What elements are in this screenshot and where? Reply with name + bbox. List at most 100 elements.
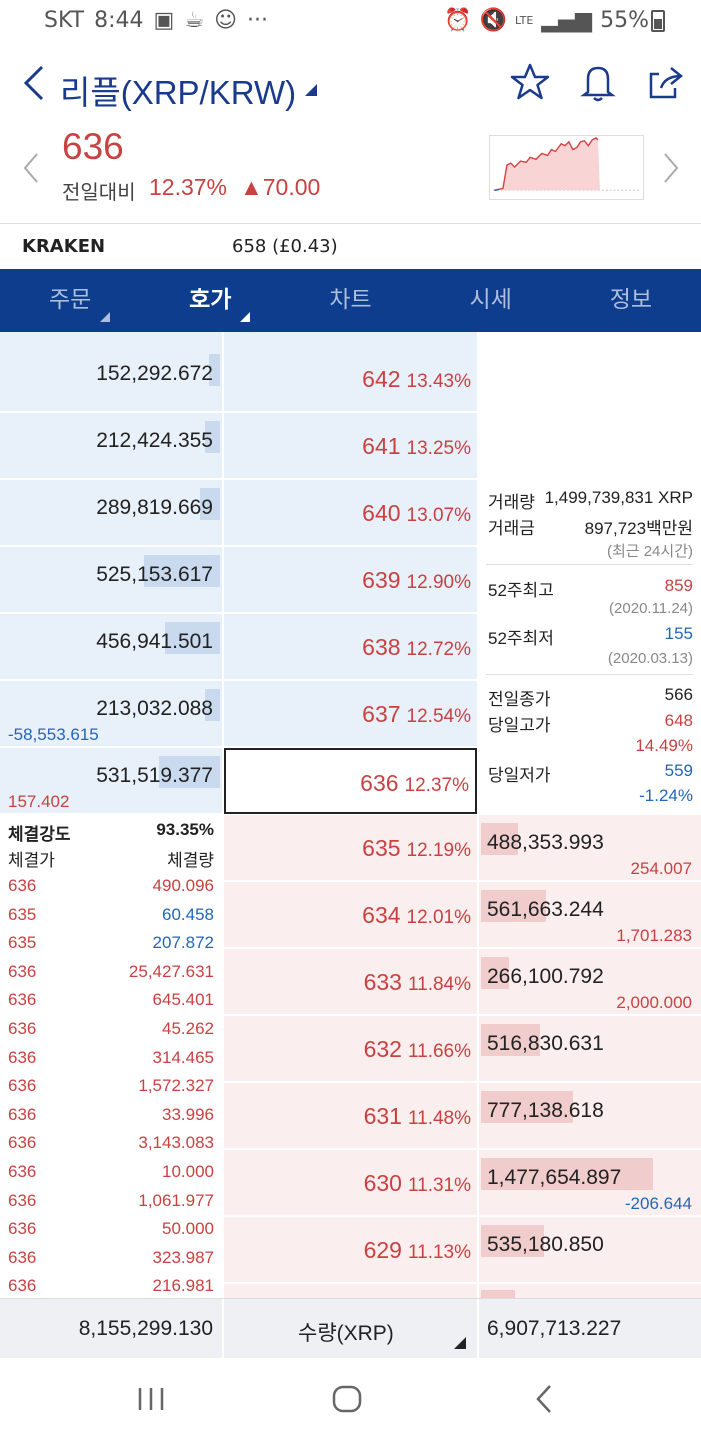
trade-row: 636 50.000 (8, 1219, 214, 1239)
ask-row[interactable]: 213,032.088 -58,553.615 637 12.54% (0, 681, 701, 747)
bid-change: 2,000.000 (616, 993, 692, 1012)
ask-row[interactable]: 152,292.672 642 13.43% (0, 346, 701, 412)
alarm-icon: ⏰ (444, 8, 472, 33)
ask-row[interactable]: 531,519.377 157.402 636 12.37% (0, 748, 701, 814)
ask-volume-bar (159, 756, 220, 788)
exchange-price: 658 (£0.43) (232, 236, 338, 257)
bid-change: 254.007 (630, 859, 692, 878)
lte-icon: LTE (515, 14, 534, 27)
trade-row: 636 45.262 (8, 1019, 214, 1038)
trade-row: 636 216.981 (8, 1276, 214, 1296)
bid-row[interactable]: 629 11.13% 535,180.850 (0, 1217, 701, 1283)
prev-coin-icon[interactable] (22, 152, 40, 184)
tab-info[interactable]: 정보 (609, 287, 653, 313)
bid-price[interactable]: 631 11.48% (363, 1103, 471, 1129)
order-book[interactable]: 152,292.672 642 13.43% 212,424.355 641 13.25%… (0, 332, 701, 1298)
bid-total: 6,907,713.227 (487, 1317, 622, 1340)
bid-quantity: 561,663.244 (487, 898, 604, 921)
tab-market[interactable]: 시세 (469, 287, 512, 313)
carrier: SKT (44, 8, 85, 33)
page-title[interactable]: 리플(XRP/KRW) (60, 74, 297, 111)
bid-quantity: 488,353.993 (487, 831, 604, 854)
bid-quantity: 266,100.792 (487, 965, 604, 988)
trade-row: 636 314.465 (8, 1047, 214, 1067)
trade-row: 636 25,427.631 (8, 961, 214, 981)
ask-row[interactable]: 212,424.355 641 13.25% (0, 413, 701, 479)
ask-quantity: 289,819.669 (96, 496, 213, 519)
tab-chart[interactable]: 차트 (329, 287, 372, 313)
quote-summary: 636 전일대비 12.37% ▲70.00 (0, 122, 701, 222)
bid-row[interactable]: 635 12.19% 488,353.993 254.007 (0, 815, 701, 881)
ask-price[interactable]: 642 13.43% (362, 366, 471, 392)
more-icon: ··· (247, 8, 268, 33)
ask-row[interactable]: 456,941.501 638 12.72% (0, 614, 701, 680)
bid-quantity: 1,477,654.897 (487, 1166, 622, 1189)
ask-row[interactable]: 289,819.669 640 13.07% (0, 480, 701, 546)
change-label: 전일대비 (62, 180, 136, 204)
trade-row: 635 207.872 (8, 933, 214, 953)
bid-quantity: 516,830.631 (487, 1032, 604, 1055)
share-icon[interactable] (647, 64, 685, 100)
tab-orderbook[interactable]: 호가 (140, 269, 280, 332)
bell-icon[interactable] (580, 62, 616, 102)
bid-price[interactable]: 632 11.66% (363, 1036, 471, 1062)
bid-change: 1,701.283 (616, 926, 692, 945)
ask-price[interactable]: 638 12.72% (362, 634, 471, 660)
bid-volume-bar (481, 823, 518, 855)
trade-row: 636 1,572.327 (8, 1076, 214, 1096)
bid-price[interactable]: 630 11.31% (363, 1170, 471, 1196)
bid-row[interactable]: 632 11.66% 516,830.631 (0, 1016, 701, 1082)
unit-selector[interactable]: 수량(XRP) (298, 1322, 394, 1345)
mini-chart[interactable] (489, 135, 644, 200)
bid-row[interactable]: 634 12.01% 561,663.244 1,701.283 (0, 882, 701, 948)
robot-icon: ☺ (214, 8, 237, 33)
recent-apps-icon[interactable] (136, 1386, 166, 1412)
unit-dropdown-icon[interactable] (454, 1337, 466, 1349)
bid-volume-bar (481, 1024, 540, 1056)
ask-price[interactable]: 637 12.54% (362, 701, 471, 727)
bid-volume-bar (481, 957, 509, 989)
favorite-star-icon[interactable] (510, 62, 550, 102)
status-bar: SKT 8:44 ▣ ☕ ☺ ··· ⏰ 🔇 LTE ▂▄▆ 55% (0, 0, 701, 44)
ask-change: -58,553.615 (8, 725, 99, 744)
ask-price[interactable]: 640 13.07% (362, 500, 471, 526)
bid-volume-bar (481, 1225, 544, 1257)
ask-volume-bar (205, 421, 220, 453)
cup-icon: ☕ (184, 8, 205, 33)
tab-bar: 주문 호가 차트 시세 정보 (0, 269, 701, 332)
ask-row[interactable]: 525,153.617 639 12.90% (0, 547, 701, 613)
bid-price[interactable]: 633 11.84% (363, 969, 471, 995)
bid-price[interactable]: 635 12.19% (362, 835, 471, 861)
title-dropdown-icon[interactable] (305, 84, 317, 96)
home-icon[interactable] (331, 1384, 363, 1414)
back-icon[interactable] (20, 64, 46, 102)
bid-row[interactable]: 630 11.31% 1,477,654.897 -206.644 (0, 1150, 701, 1216)
ask-price[interactable]: 641 13.25% (362, 433, 471, 459)
trade-row: 635 60.458 (8, 904, 214, 924)
ask-volume-bar (209, 354, 220, 386)
ask-volume-bar (144, 555, 220, 587)
ask-quantity: 213,032.088 (96, 697, 213, 720)
ask-price[interactable]: 636 12.37% (360, 770, 469, 796)
gallery-icon: ▣ (153, 8, 175, 33)
change-value: ▲70.00 (240, 174, 321, 200)
bid-price[interactable]: 634 12.01% (362, 902, 471, 928)
ask-volume-bar (165, 622, 220, 654)
bid-row[interactable]: 633 11.84% 266,100.792 2,000.000 (0, 949, 701, 1015)
ask-price[interactable]: 639 12.90% (362, 567, 471, 593)
bid-price[interactable]: 629 11.13% (363, 1237, 471, 1263)
back-nav-icon[interactable] (534, 1384, 554, 1414)
battery-level: 55% (600, 8, 649, 33)
ask-quantity: 152,292.672 (96, 362, 213, 385)
exchange-reference: KRAKEN 658 (£0.43) (0, 223, 701, 269)
ask-volume-bar (200, 488, 220, 520)
next-coin-icon[interactable] (662, 152, 680, 184)
bid-change: -206.644 (624, 1194, 692, 1213)
system-nav-bar (0, 1358, 701, 1440)
bid-quantity: 535,180.850 (487, 1233, 604, 1256)
tab-order[interactable]: 주문 (0, 269, 140, 332)
exchange-name: KRAKEN (22, 236, 106, 257)
bid-row[interactable]: 631 11.48% 777,138.618 (0, 1083, 701, 1149)
ask-total: 8,155,299.130 (78, 1317, 213, 1340)
trade-row: 636 490.096 (8, 876, 214, 895)
